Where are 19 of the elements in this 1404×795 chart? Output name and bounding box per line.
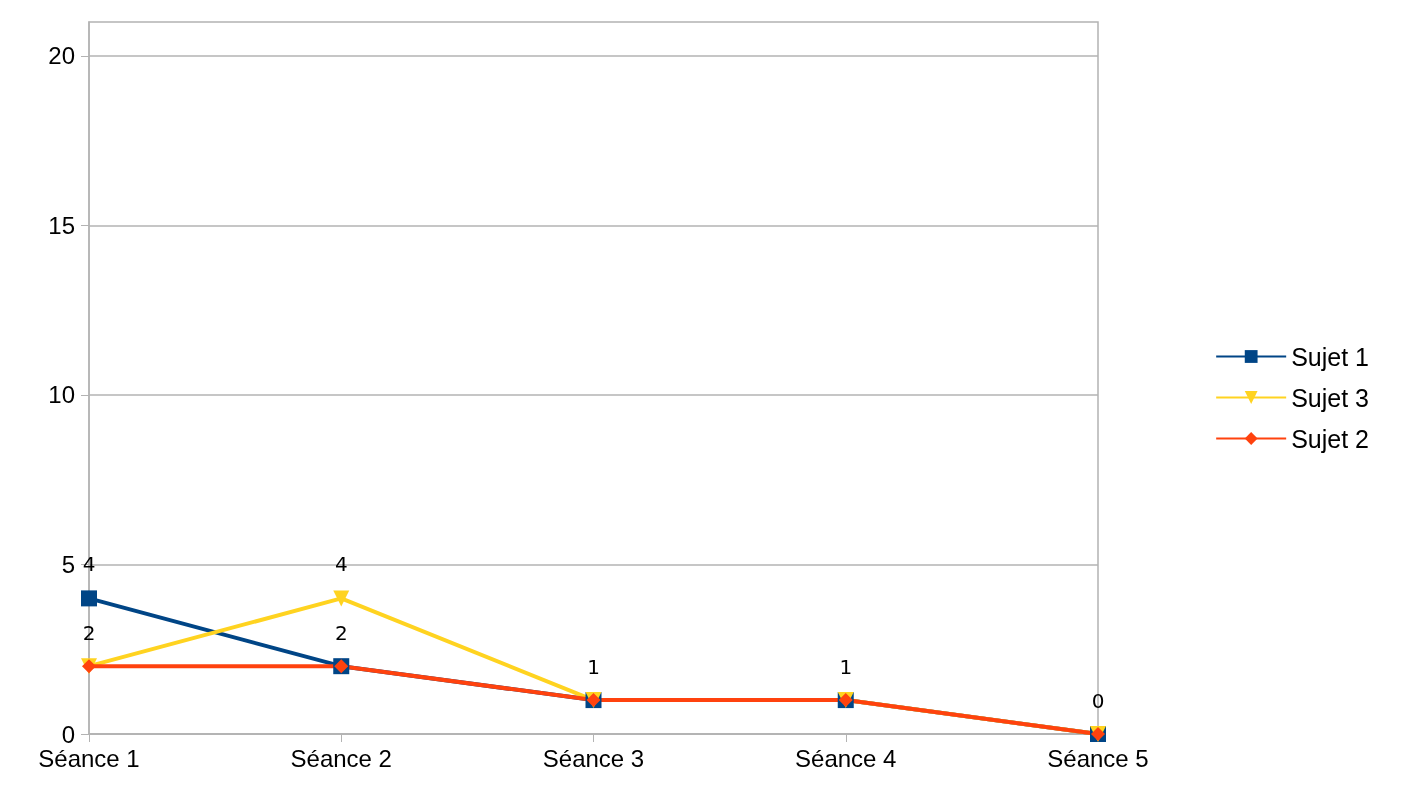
data-label: 1 <box>587 655 600 680</box>
point <box>81 590 97 607</box>
y-tick-label: 10 <box>48 381 75 409</box>
data-label: 0 <box>1091 689 1105 713</box>
x-tick-label: Séance 2 <box>290 744 392 772</box>
x-tick-label: Séance 4 <box>795 744 897 772</box>
data-label: 2 <box>334 621 348 646</box>
data-label: 4 <box>82 552 96 577</box>
data-label: 2 <box>82 621 96 646</box>
y-tick-label: 15 <box>48 211 75 239</box>
x-tick-label: Séance 3 <box>542 744 645 772</box>
y-tick-label: 5 <box>61 550 75 578</box>
legend-label: Sujet 2 <box>1291 424 1370 453</box>
data-label: 4 <box>334 552 348 577</box>
legend-label: Sujet 1 <box>1291 342 1370 371</box>
x-tick-label: Séance 5 <box>1047 744 1149 772</box>
y-tick-label: 20 <box>48 42 75 70</box>
legend-label: Sujet 3 <box>1291 383 1370 412</box>
data-label: 1 <box>839 655 853 680</box>
